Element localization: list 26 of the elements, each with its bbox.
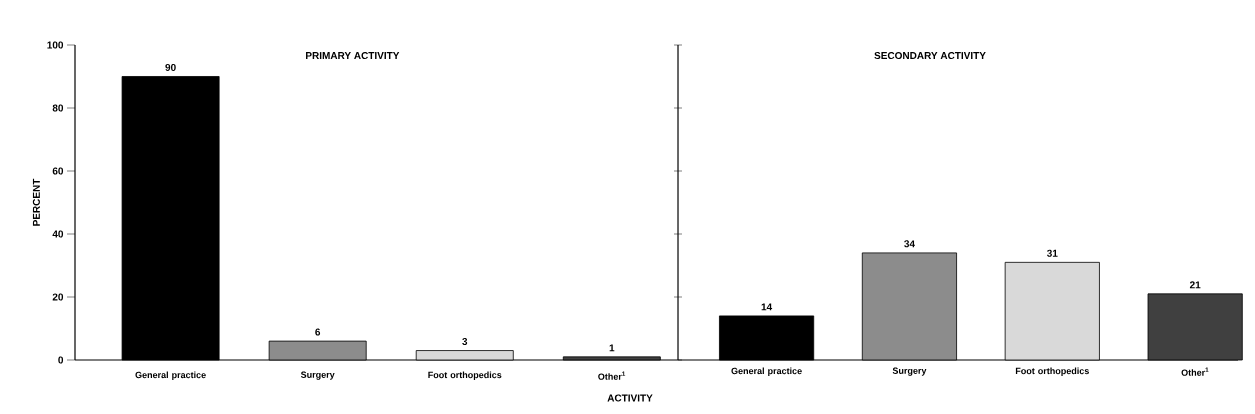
y-tick-label: 60: [52, 167, 64, 175]
x-tick-label: Other$^{1}$: [1181, 367, 1209, 376]
x-tick-label: Foot orthopedics: [428, 371, 502, 380]
data-label: 31: [1046, 249, 1058, 257]
y-axis-title: PERCENT: [32, 178, 40, 226]
data-label: 6: [315, 328, 321, 336]
data-label: 34: [904, 240, 915, 248]
x-tick-label: Other$^{1}$: [598, 371, 626, 380]
data-label: 14: [761, 303, 773, 311]
x-tick-label: General practice: [135, 371, 206, 380]
y-tick-label: 40: [52, 230, 64, 238]
text: PRIMARY ACTIVITY: [306, 52, 400, 60]
data-label: 3: [462, 337, 468, 346]
text: SECONDARY ACTIVITY: [874, 52, 986, 60]
x-tick-label: Surgery: [892, 367, 927, 376]
x-tick-label: General practice: [731, 367, 802, 376]
data-label: 90: [165, 63, 176, 71]
y-tick-label: 0: [58, 356, 64, 364]
y-tick-label: 80: [52, 104, 64, 112]
x-tick-label: Foot orthopedics: [1015, 367, 1089, 376]
y-tick-label: 20: [52, 293, 64, 301]
data-label: 1: [609, 344, 615, 352]
x-tick-label: Surgery: [300, 371, 335, 380]
data-label: 21: [1189, 281, 1201, 289]
x-axis-title: ACTIVITY: [607, 394, 653, 402]
y-tick-label: 100: [47, 41, 64, 49]
